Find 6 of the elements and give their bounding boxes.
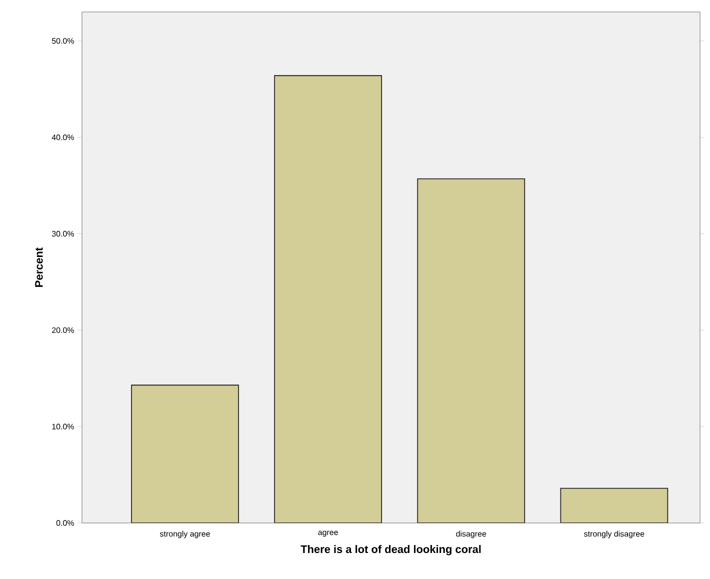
bar: [274, 75, 382, 523]
bar: [417, 178, 526, 523]
bar: [560, 488, 668, 523]
x-axis-title: There is a lot of dead looking coral: [300, 545, 481, 556]
bar: [132, 385, 239, 523]
y-axis-title: Percent: [35, 248, 43, 287]
